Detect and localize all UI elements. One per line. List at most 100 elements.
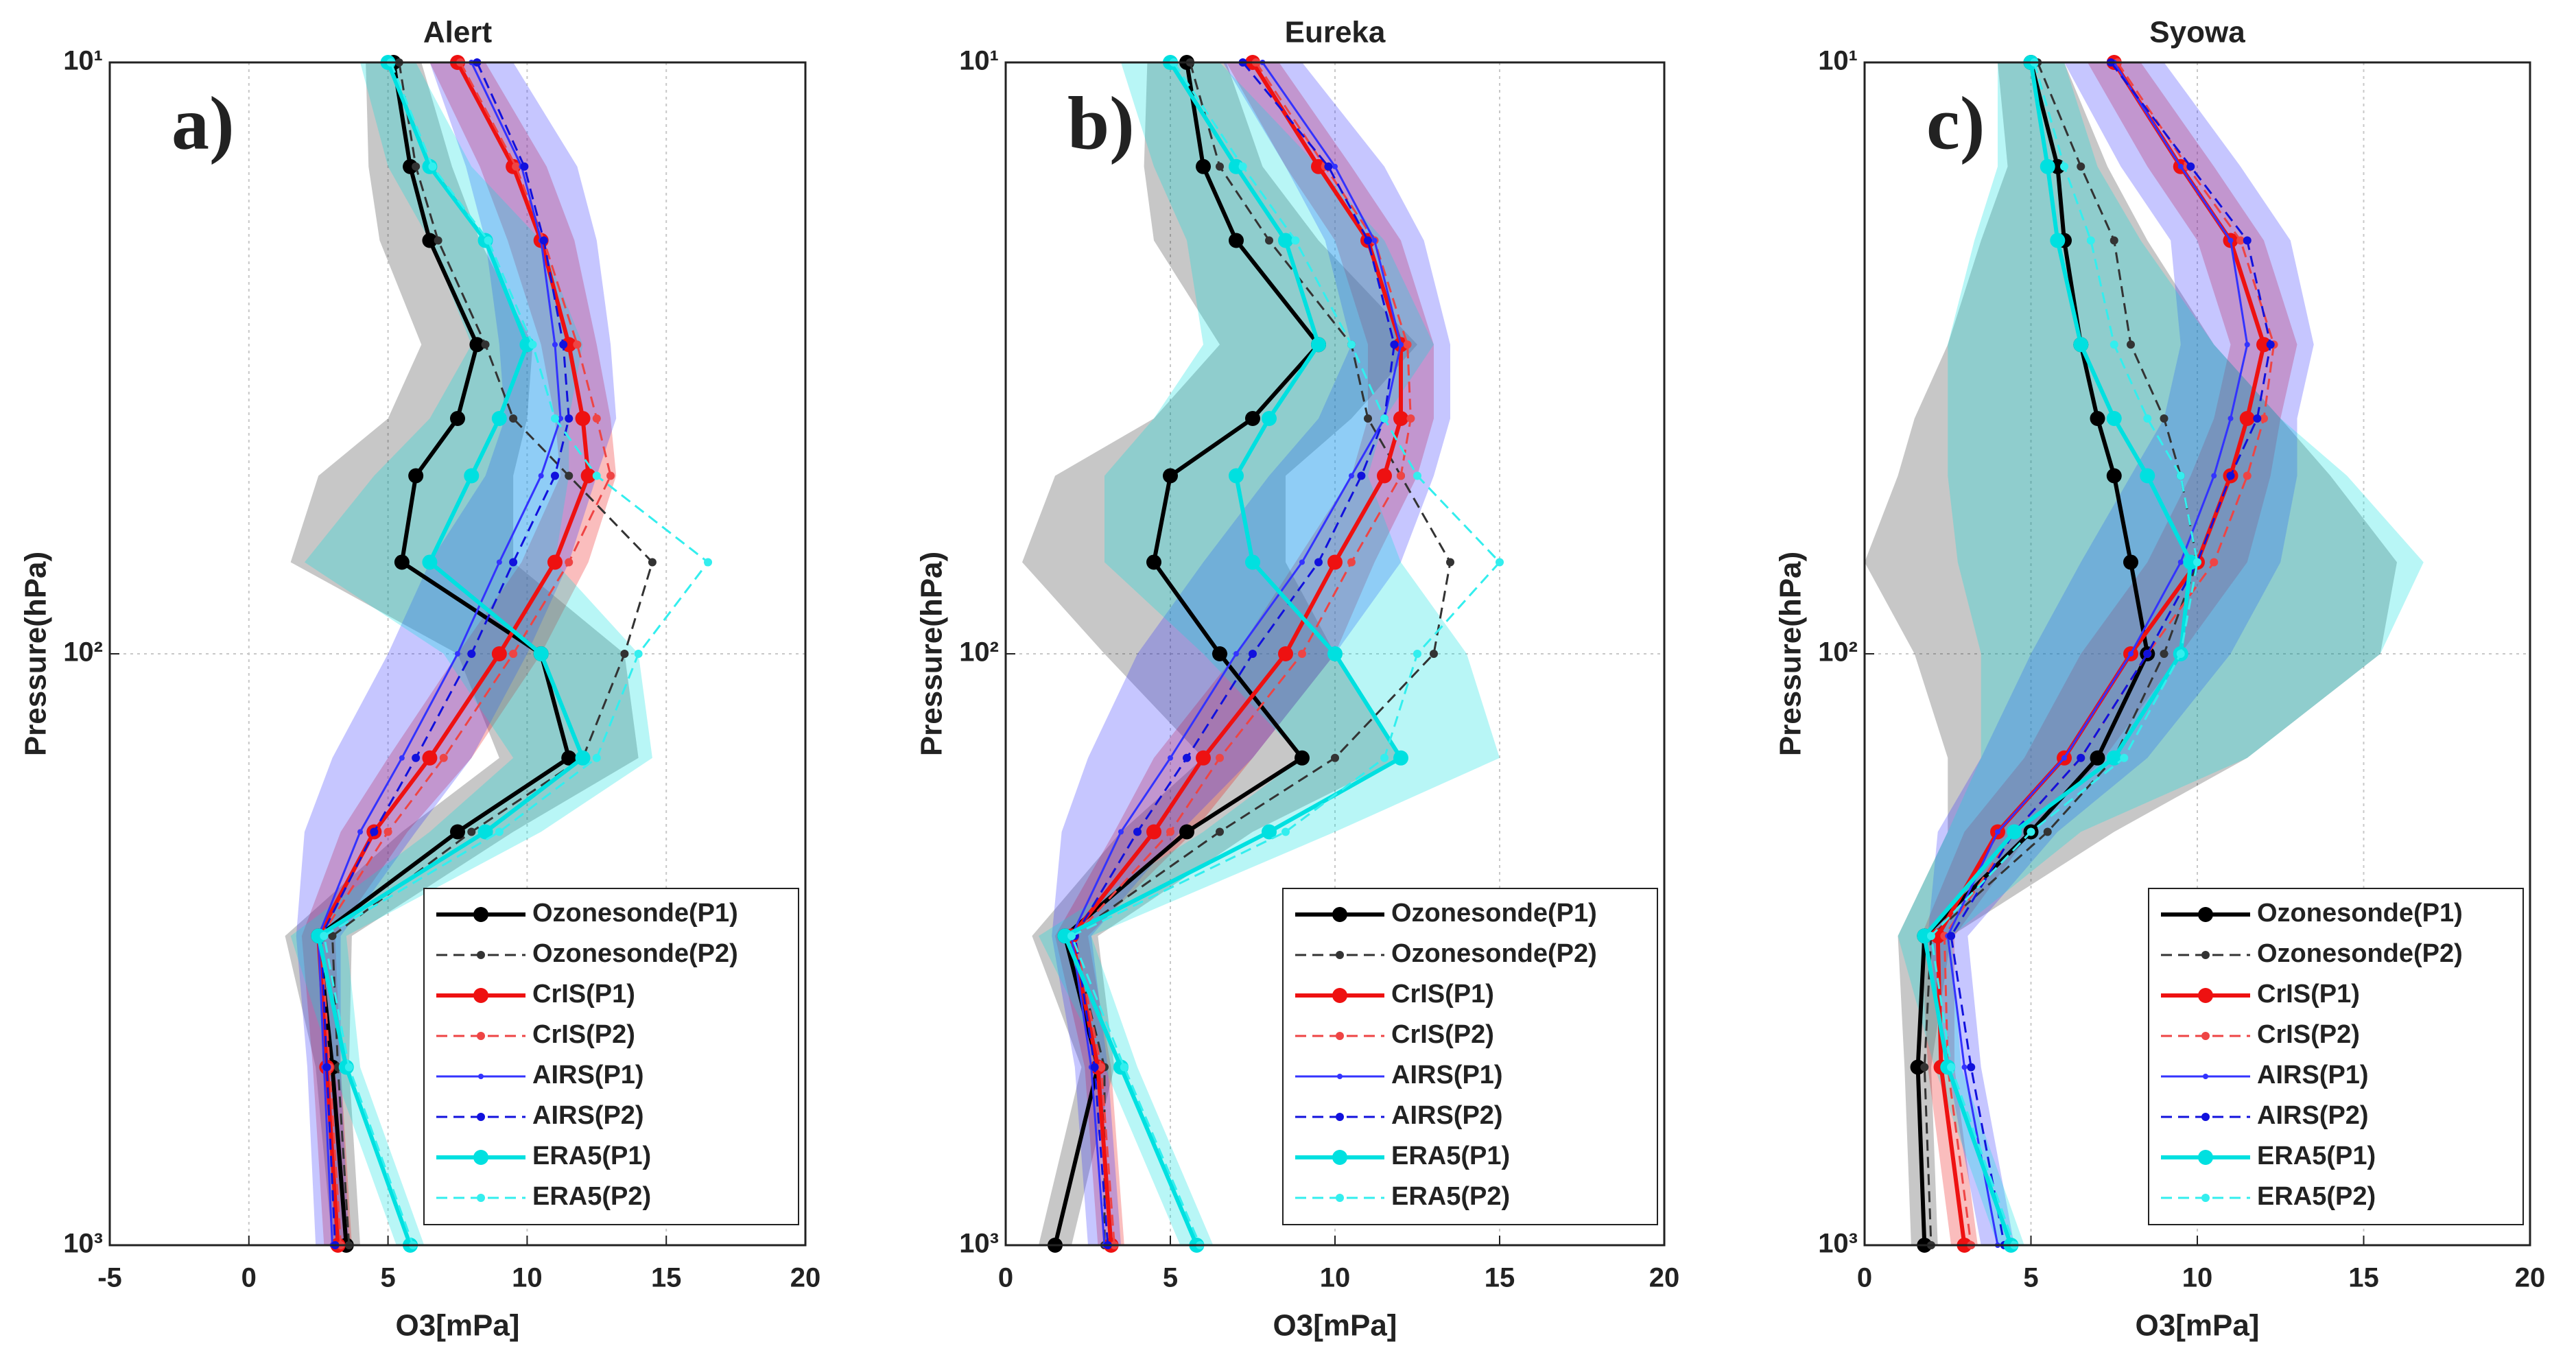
data-point bbox=[575, 410, 591, 426]
data-point bbox=[1212, 646, 1227, 661]
legend-label: CrIS(P2) bbox=[1391, 1020, 1494, 1049]
data-point bbox=[2106, 468, 2122, 484]
data-point bbox=[1168, 755, 1173, 761]
legend-marker bbox=[1336, 1113, 1344, 1121]
data-point bbox=[1262, 410, 1277, 426]
legend-label: CrIS(P1) bbox=[2257, 980, 2360, 1009]
spread-band bbox=[1928, 62, 2314, 1245]
data-point bbox=[1380, 414, 1389, 423]
data-point bbox=[464, 468, 480, 484]
data-point bbox=[320, 932, 329, 941]
data-point bbox=[2061, 755, 2067, 761]
data-point bbox=[2186, 162, 2195, 171]
legend-label: AIRS(P1) bbox=[1391, 1061, 1503, 1089]
data-point bbox=[1183, 753, 1191, 762]
data-point bbox=[1057, 928, 1073, 944]
data-point bbox=[1278, 646, 1293, 661]
legend-marker bbox=[2201, 951, 2210, 959]
data-point bbox=[2183, 554, 2199, 570]
data-point bbox=[2253, 414, 2262, 423]
data-point bbox=[561, 337, 577, 353]
legend-label: Ozonesonde(P2) bbox=[1391, 939, 1597, 968]
legend: Ozonesonde(P1) Ozonesonde(P2) CrIS(P1) CrIS… bbox=[423, 888, 799, 1225]
data-point bbox=[2026, 827, 2035, 836]
data-point bbox=[2110, 340, 2118, 349]
data-point bbox=[1364, 236, 1372, 245]
legend-marker bbox=[1336, 951, 1344, 959]
data-point bbox=[491, 410, 507, 426]
data-point bbox=[1298, 650, 1306, 658]
legend-label: CrIS(P1) bbox=[532, 980, 635, 1009]
data-point bbox=[1327, 554, 1343, 570]
legend-marker bbox=[473, 1150, 488, 1165]
legend-label: Ozonesonde(P1) bbox=[2257, 899, 2463, 928]
data-point bbox=[1179, 824, 1194, 840]
legend-label: CrIS(P1) bbox=[1391, 980, 1494, 1009]
data-point bbox=[528, 340, 537, 349]
x-tick-label: 5 bbox=[1163, 1263, 1178, 1293]
x-tick-label: 15 bbox=[651, 1263, 682, 1293]
data-point bbox=[575, 750, 591, 766]
chart-title: Alert bbox=[423, 16, 493, 49]
data-point bbox=[1349, 473, 1354, 479]
axes-frame bbox=[1863, 61, 2531, 1247]
data-point bbox=[1413, 650, 1421, 658]
y-axis-label: Pressure(hPa) bbox=[1774, 552, 1808, 756]
data-point bbox=[592, 753, 601, 762]
data-point bbox=[394, 554, 410, 570]
data-point bbox=[1146, 554, 1161, 570]
legend-marker bbox=[1332, 988, 1347, 1003]
data-point bbox=[1295, 750, 1310, 766]
y-tick-label: 10¹ bbox=[959, 46, 999, 76]
axes-frame bbox=[1004, 61, 1666, 1247]
data-point bbox=[491, 646, 507, 661]
legend-marker bbox=[477, 1113, 485, 1121]
data-point bbox=[2177, 559, 2184, 565]
axes-frame bbox=[108, 61, 807, 1247]
legend-label: AIRS(P2) bbox=[1391, 1101, 1503, 1130]
y-tick-label: 10² bbox=[1818, 637, 1858, 668]
data-point bbox=[344, 1063, 353, 1072]
data-point bbox=[1927, 932, 1935, 941]
y-tick-label: 10³ bbox=[1818, 1229, 1858, 1259]
x-axis-label: O3[mPa] bbox=[1273, 1309, 1397, 1343]
spread-band bbox=[1039, 62, 1500, 1245]
legend-label: ERA5(P2) bbox=[2257, 1182, 2376, 1211]
data-point bbox=[2040, 158, 2055, 174]
x-tick-label: 15 bbox=[2348, 1263, 2379, 1293]
legend-label: ERA5(P2) bbox=[532, 1182, 651, 1211]
legend-marker bbox=[477, 951, 485, 959]
data-point bbox=[2110, 236, 2118, 245]
legend-marker bbox=[2198, 988, 2213, 1003]
data-point bbox=[539, 236, 548, 245]
x-tick-label: 10 bbox=[1320, 1263, 1351, 1293]
data-point bbox=[559, 340, 568, 349]
data-point bbox=[370, 827, 379, 836]
x-tick-label: -5 bbox=[97, 1263, 122, 1293]
data-point bbox=[1377, 468, 1392, 484]
legend-label: AIRS(P2) bbox=[532, 1101, 644, 1130]
data-point bbox=[2160, 414, 2169, 423]
data-point bbox=[2244, 342, 2250, 348]
data-point bbox=[383, 827, 392, 836]
data-point bbox=[322, 1063, 331, 1072]
data-point bbox=[2007, 824, 2022, 840]
data-point bbox=[565, 558, 574, 567]
x-axis-label: O3[mPa] bbox=[2136, 1309, 2260, 1343]
data-point bbox=[1332, 163, 1338, 169]
legend-marker bbox=[2198, 907, 2213, 922]
data-point bbox=[2127, 340, 2135, 349]
legend-marker bbox=[1332, 1150, 1347, 1165]
data-point bbox=[1961, 1064, 1968, 1070]
legend-marker bbox=[1337, 1074, 1343, 1079]
data-point bbox=[1120, 1063, 1129, 1072]
data-point bbox=[648, 558, 657, 567]
data-point bbox=[1917, 928, 1933, 944]
x-tick-label: 20 bbox=[790, 1263, 821, 1293]
data-point bbox=[1393, 410, 1408, 426]
data-point bbox=[1446, 558, 1454, 567]
data-point bbox=[1229, 233, 1244, 248]
legend-marker bbox=[2203, 1074, 2208, 1079]
legend-marker bbox=[2198, 1150, 2213, 1165]
data-point bbox=[2228, 415, 2234, 421]
